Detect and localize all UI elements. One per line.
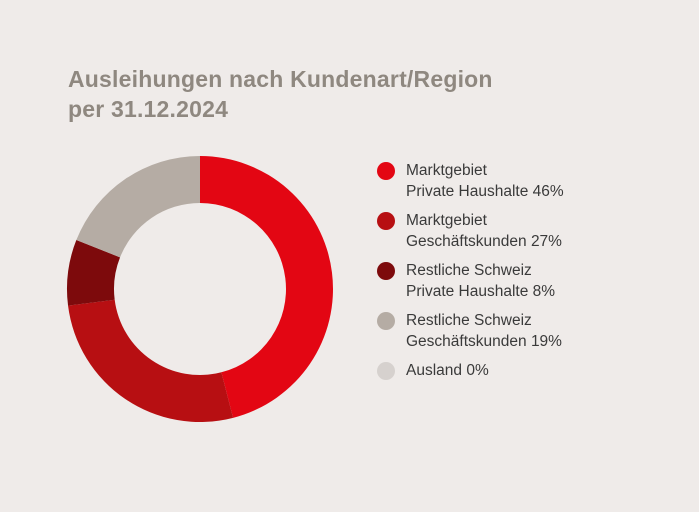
legend-swatch-5 <box>377 362 395 380</box>
chart-title-line1: Ausleihungen nach Kundenart/Region <box>68 66 493 92</box>
legend-item-4: Restliche Schweiz Geschäftskunden 19% <box>377 310 564 352</box>
legend-label-line1: Ausland 0% <box>406 362 489 379</box>
legend-item-1: Marktgebiet Private Haushalte 46% <box>377 160 564 202</box>
legend-label-line2: Private Haushalte 46% <box>406 183 564 200</box>
legend-item-2: Marktgebiet Geschäftskunden 27% <box>377 210 564 252</box>
legend-swatch-4 <box>377 312 395 330</box>
legend-swatch-1 <box>377 162 395 180</box>
donut-slice-4 <box>76 156 200 258</box>
legend-label-line2: Geschäftskunden 27% <box>406 233 562 250</box>
chart-title: Ausleihungen nach Kundenart/Region per 3… <box>68 64 493 124</box>
legend-label-3: Restliche Schweiz Private Haushalte 8% <box>406 260 564 302</box>
donut-slice-2 <box>68 299 234 422</box>
legend-item-5: Ausland 0% <box>377 360 564 381</box>
legend-label-4: Restliche Schweiz Geschäftskunden 19% <box>406 310 564 352</box>
legend-item-3: Restliche Schweiz Private Haushalte 8% <box>377 260 564 302</box>
legend-label-2: Marktgebiet Geschäftskunden 27% <box>406 210 564 252</box>
chart-title-line2: per 31.12.2024 <box>68 96 229 122</box>
chart-legend: Marktgebiet Private Haushalte 46% Marktgeb… <box>377 160 564 389</box>
legend-label-5: Ausland 0% <box>406 360 564 381</box>
legend-label-line1: Marktgebiet <box>406 212 487 229</box>
legend-swatch-3 <box>377 262 395 280</box>
legend-label-line1: Restliche Schweiz <box>406 312 532 329</box>
legend-swatch-2 <box>377 212 395 230</box>
legend-label-1: Marktgebiet Private Haushalte 46% <box>406 160 564 202</box>
legend-label-line1: Restliche Schweiz <box>406 262 532 279</box>
donut-slice-1 <box>200 156 333 418</box>
legend-label-line2: Geschäftskunden 19% <box>406 333 562 350</box>
legend-label-line1: Marktgebiet <box>406 162 487 179</box>
donut-slice-3 <box>67 240 121 306</box>
legend-label-line2: Private Haushalte 8% <box>406 283 556 300</box>
